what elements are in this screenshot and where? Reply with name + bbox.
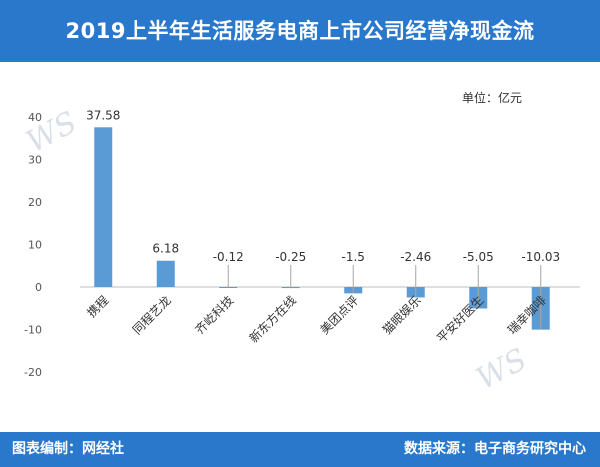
data-label: -2.46	[400, 250, 431, 264]
data-label: 6.18	[152, 242, 179, 256]
category-label: 新东方在线	[246, 293, 299, 346]
category-label: 齐屹科技	[192, 293, 237, 338]
y-tick-label: 10	[28, 239, 42, 252]
y-tick-label: 0	[35, 281, 42, 294]
category-label: 携程	[84, 293, 112, 321]
data-label: -5.05	[463, 250, 494, 264]
page-title: 2019上半年生活服务电商上市公司经营净现金流	[65, 19, 535, 43]
y-tick-label: -10	[24, 324, 42, 337]
header-bar: 2019上半年生活服务电商上市公司经营净现金流	[0, 0, 600, 62]
chart-credit: 图表编制：网经社	[12, 441, 124, 457]
data-label: -0.12	[213, 250, 244, 264]
category-label: 美团点评	[318, 293, 362, 337]
category-label: 猫眼娱乐	[380, 293, 424, 337]
bar-0	[94, 127, 113, 287]
data-label: -0.25	[275, 250, 306, 264]
data-label: -10.03	[521, 250, 560, 264]
category-label: 平安好医生	[433, 293, 486, 346]
y-tick-label: -20	[24, 366, 42, 379]
data-label: -1.5	[342, 250, 365, 264]
footer-bar: 图表编制：网经社 数据来源：电子商务研究中心	[0, 432, 600, 467]
y-tick-label: 40	[28, 111, 42, 124]
category-label: 同程艺龙	[129, 293, 174, 338]
y-tick-label: 30	[28, 154, 42, 167]
data-label: 37.58	[86, 108, 120, 122]
bar-1	[156, 260, 175, 287]
y-tick-label: 20	[28, 196, 42, 209]
data-source: 数据来源：电子商务研究中心	[404, 441, 586, 457]
chart-area: 单位：亿元 -20 -10 0 10 20 30 40 37.58 携程 6.18 同程艺龙 -0.12…	[0, 62, 600, 432]
unit-label: 单位：亿元	[462, 90, 522, 105]
bar-chart: 单位：亿元 -20 -10 0 10 20 30 40 37.58 携程 6.18 同程艺龙 -0.12…	[24, 90, 580, 379]
